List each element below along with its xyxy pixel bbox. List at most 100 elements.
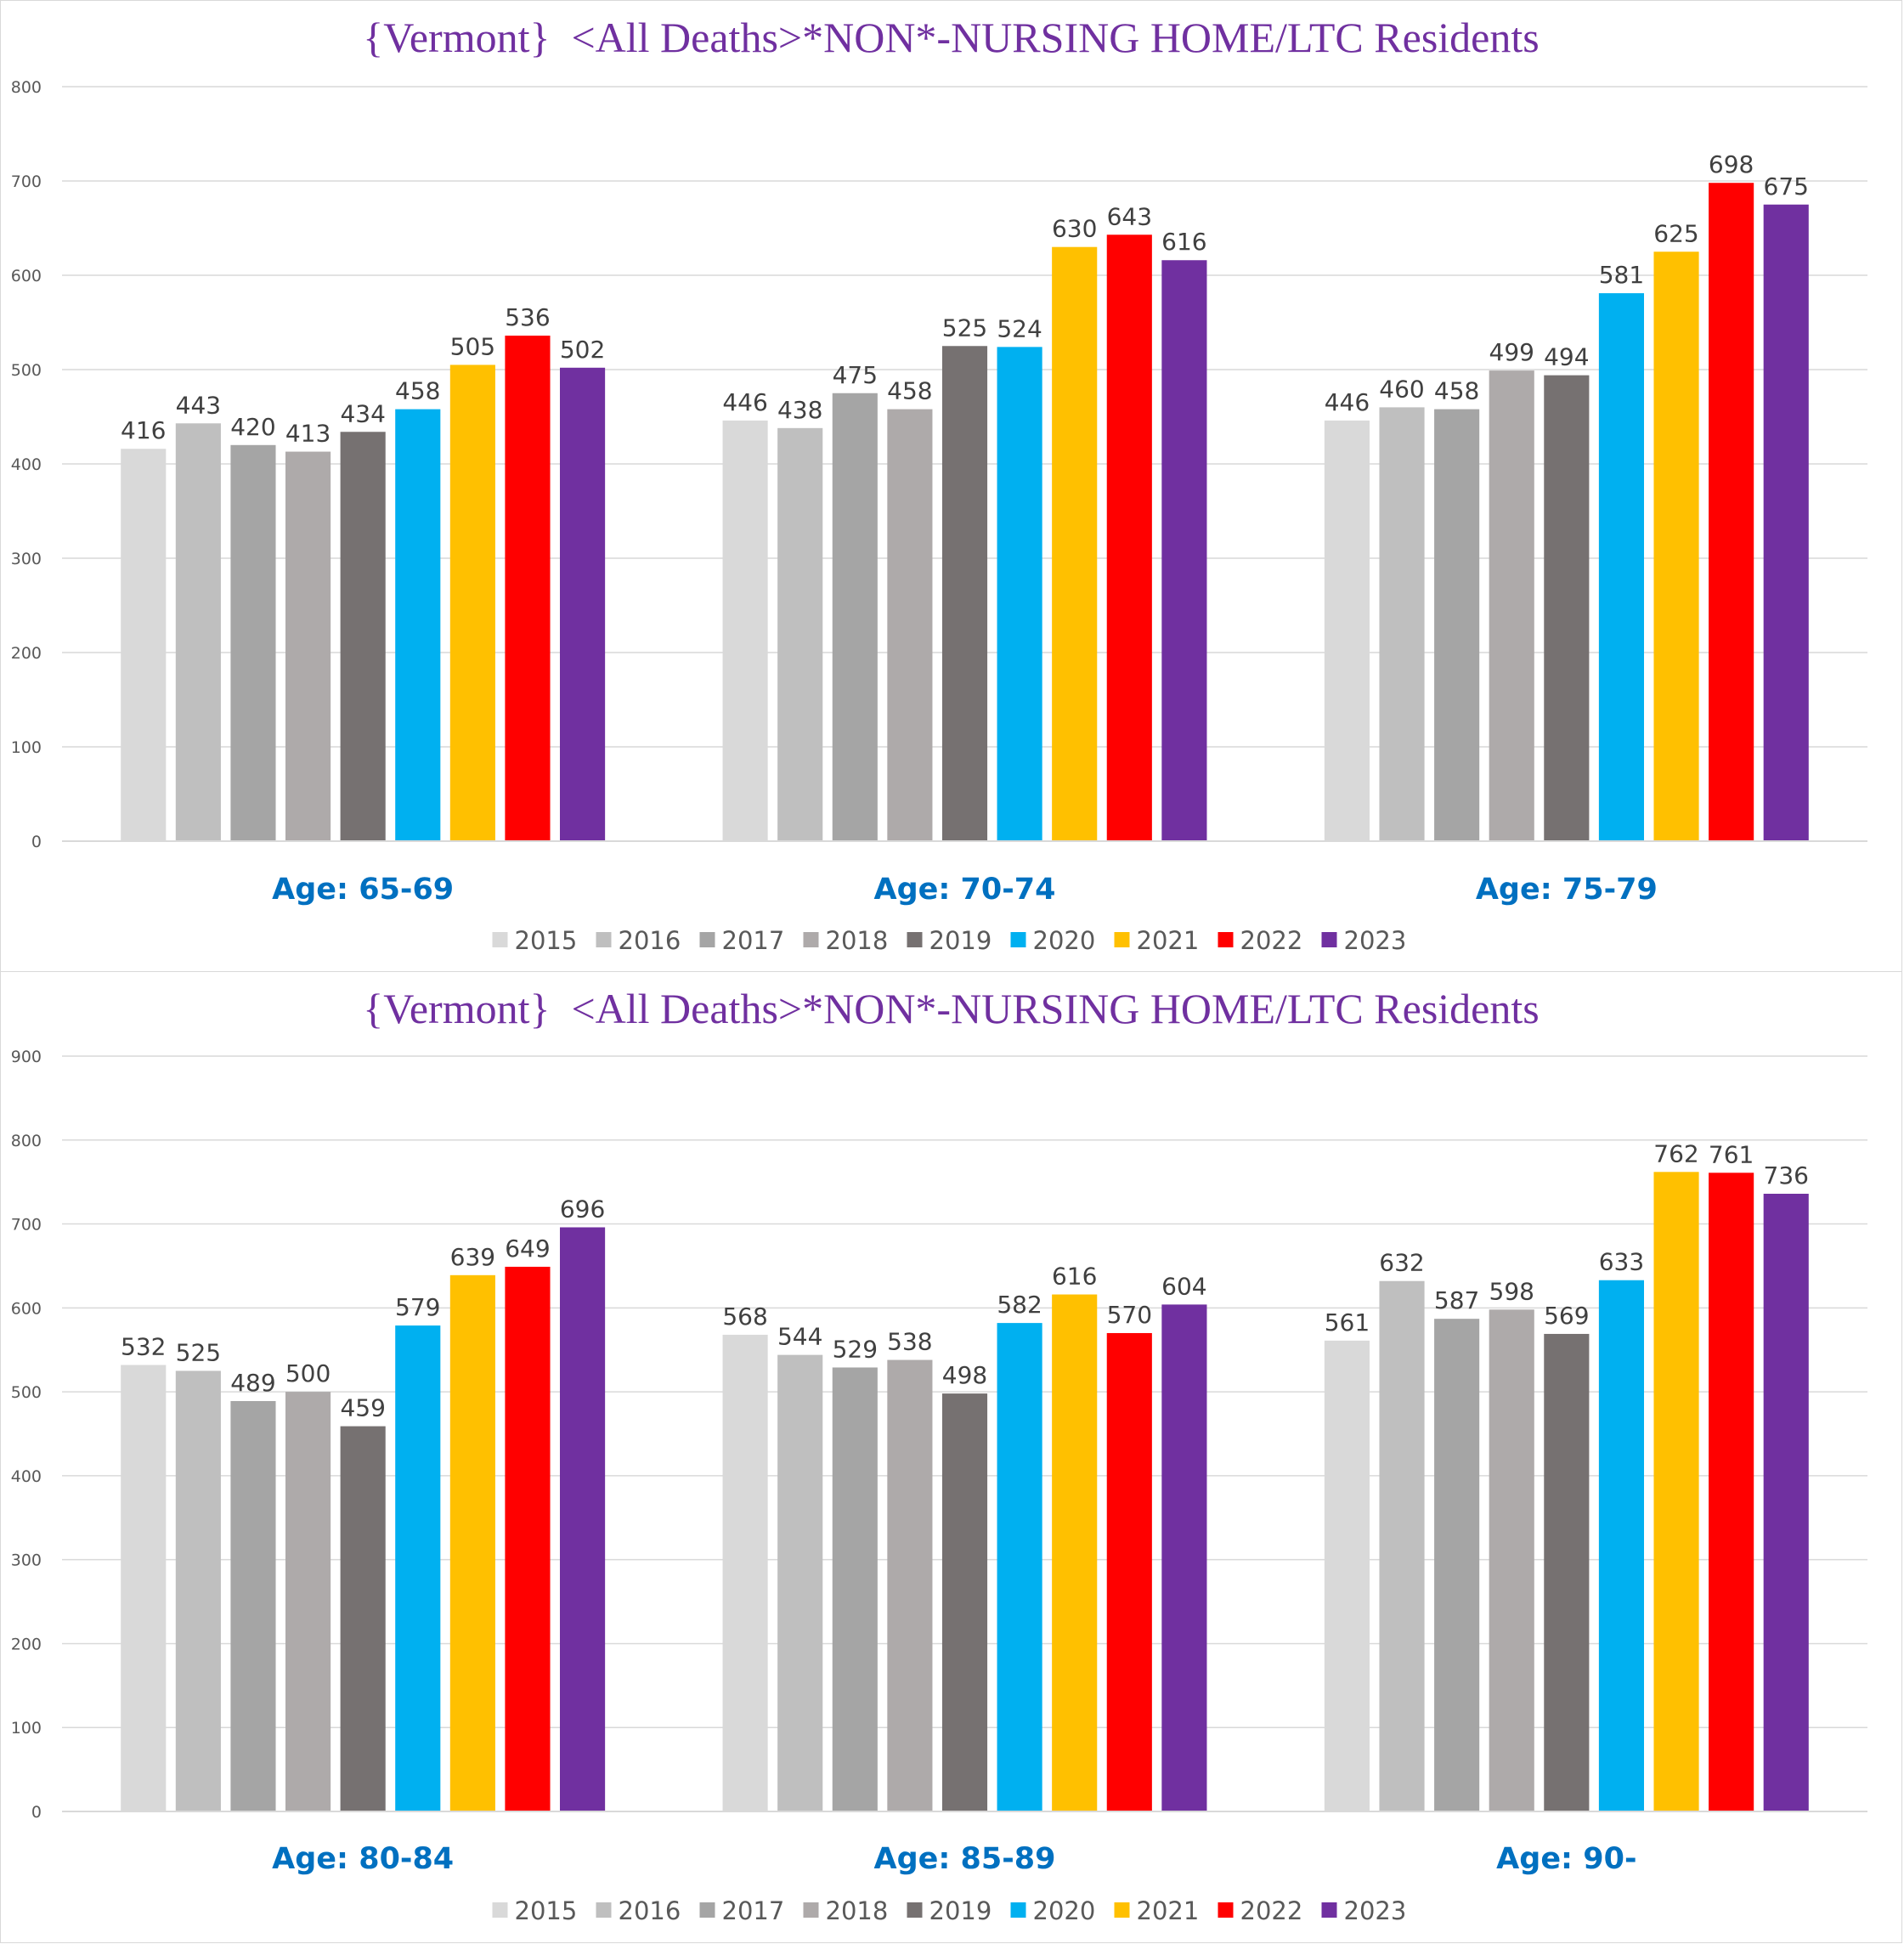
chart-title: {Vermont} <All Deaths>*NON*-NURSING HOME… (363, 14, 1540, 61)
bar (1709, 1173, 1754, 1811)
y-tick-label: 200 (11, 644, 42, 663)
data-label: 696 (560, 1195, 605, 1223)
data-label: 498 (942, 1361, 987, 1389)
legend-label: 2020 (1033, 926, 1096, 955)
bar (1379, 407, 1425, 841)
category-label: Age: 75-79 (1476, 873, 1658, 907)
bar (340, 432, 386, 841)
bar (997, 1323, 1042, 1811)
data-label: 494 (1544, 343, 1589, 371)
bar (1324, 1340, 1370, 1811)
data-label: 643 (1107, 202, 1152, 230)
y-tick-label: 0 (31, 1803, 42, 1822)
y-tick-label: 100 (11, 738, 42, 757)
y-tick-label: 200 (11, 1635, 42, 1653)
data-label: 475 (833, 361, 878, 389)
data-label: 459 (340, 1394, 385, 1422)
bar (505, 336, 551, 841)
data-label: 649 (505, 1235, 550, 1263)
bar (340, 1426, 386, 1811)
category-label: Age: 80-84 (272, 1842, 454, 1876)
data-label: 604 (1161, 1272, 1206, 1300)
y-tick-label: 700 (11, 172, 42, 191)
chart-panel-bottom: {Vermont} <All Deaths>*NON*-NURSING HOME… (0, 971, 1902, 1943)
legend-label: 2022 (1240, 1896, 1303, 1925)
data-label: 458 (887, 377, 932, 405)
legend-swatch (1010, 932, 1026, 947)
data-label: 538 (887, 1328, 932, 1356)
data-label: 499 (1489, 338, 1534, 366)
bar (1763, 204, 1809, 841)
bar (941, 1393, 988, 1811)
data-label: 570 (1107, 1301, 1152, 1329)
legend-label: 2017 (722, 1896, 785, 1925)
data-label: 525 (942, 314, 987, 342)
bar (1052, 1294, 1098, 1811)
bar (449, 1274, 495, 1811)
legend-label: 2016 (619, 926, 681, 955)
legend-label: 2017 (722, 926, 785, 955)
data-label: 529 (833, 1335, 878, 1363)
bar (1544, 1333, 1590, 1811)
data-label: 587 (1434, 1286, 1479, 1314)
data-label: 525 (176, 1338, 221, 1366)
data-label: 416 (121, 416, 166, 444)
data-label: 625 (1653, 219, 1698, 247)
y-tick-label: 600 (11, 1299, 42, 1318)
data-label: 561 (1325, 1308, 1370, 1336)
bar-chart-bottom: 0 100 200 300 400 500 600 700 800 900 532 525 489 500… (11, 1048, 1867, 1925)
bar (832, 393, 878, 841)
bar (777, 427, 823, 841)
data-label: 458 (395, 377, 440, 405)
legend-label: 2023 (1344, 1896, 1407, 1925)
data-label: 500 (285, 1359, 331, 1387)
data-label: 582 (997, 1291, 1042, 1319)
bar (1598, 1280, 1644, 1811)
data-label: 632 (1379, 1249, 1424, 1277)
legend-label: 2016 (619, 1896, 681, 1925)
category-label: Age: 85-89 (874, 1842, 1056, 1876)
bar (832, 1367, 878, 1811)
legend-label: 2022 (1240, 926, 1303, 955)
data-label: 536 (505, 303, 550, 331)
legend-swatch (1010, 1902, 1026, 1918)
bar (1653, 1172, 1699, 1811)
data-label: 532 (121, 1333, 166, 1361)
data-label: 420 (230, 413, 275, 441)
data-label: 446 (722, 388, 767, 416)
bar (395, 1325, 441, 1811)
y-tick-label: 400 (11, 455, 42, 474)
data-label: 698 (1709, 150, 1754, 178)
y-tick-label: 300 (11, 550, 42, 568)
bar (230, 444, 276, 841)
category-label: Age: 90- (1496, 1842, 1636, 1876)
legend-swatch (699, 1902, 715, 1918)
data-label: 568 (722, 1303, 767, 1331)
legend-swatch (1114, 1902, 1130, 1918)
data-label: 544 (777, 1323, 822, 1351)
legend-label: 2018 (826, 926, 889, 955)
bar (285, 451, 331, 841)
bar (887, 1359, 933, 1811)
bar (175, 423, 221, 841)
bar (777, 1354, 823, 1811)
data-label: 598 (1489, 1277, 1534, 1305)
data-label: 762 (1653, 1139, 1698, 1167)
legend-swatch (1321, 1902, 1337, 1918)
bar (1434, 409, 1480, 841)
bar (1106, 1332, 1152, 1811)
bar (285, 1392, 331, 1811)
data-label: 736 (1764, 1161, 1809, 1190)
data-label: 616 (1052, 1263, 1097, 1291)
legend-swatch (803, 932, 819, 947)
bar (1653, 251, 1699, 841)
bar (1434, 1319, 1480, 1811)
legend-swatch (492, 1902, 508, 1918)
chart-title: {Vermont} <All Deaths>*NON*-NURSING HOME… (363, 985, 1540, 1032)
data-label: 616 (1161, 228, 1206, 256)
bar (230, 1400, 276, 1811)
legend-swatch (1321, 932, 1337, 947)
bar (1489, 370, 1534, 841)
data-label: 489 (230, 1369, 275, 1397)
legend-swatch (699, 932, 715, 947)
